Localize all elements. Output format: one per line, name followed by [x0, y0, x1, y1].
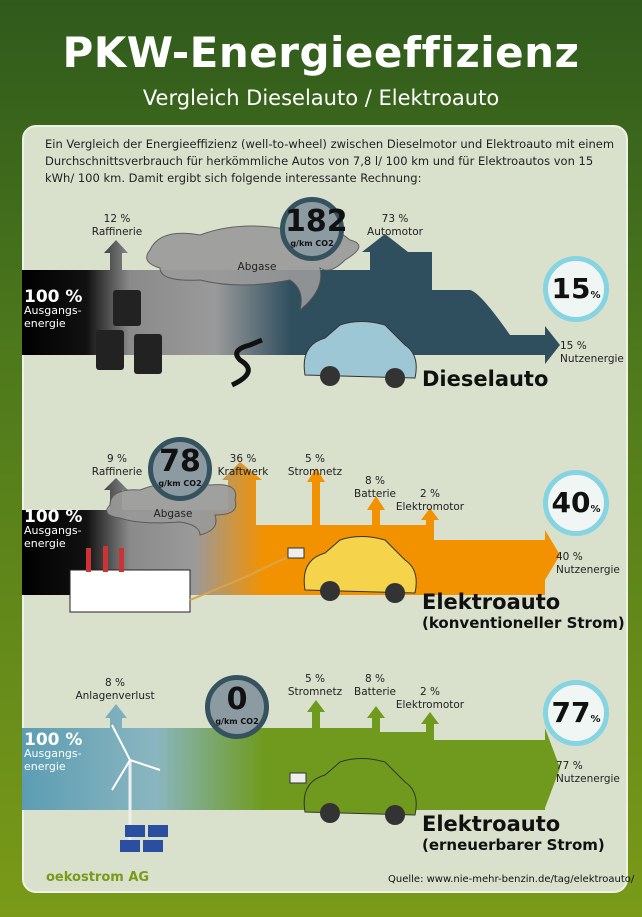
loss-value: 5 % — [305, 673, 325, 685]
end-energy: 40 % Nutzenergie — [556, 551, 620, 577]
co2-value: 182 — [285, 204, 348, 239]
loss-label: Anlagenverlust — [75, 690, 155, 702]
loss-stromnetz: 5 % Stromnetz — [280, 673, 350, 699]
loss-elektromotor: 2 % Elektromotor — [395, 686, 465, 712]
efficiency-unit: % — [590, 714, 601, 725]
loss-label: Raffinerie — [91, 226, 143, 238]
oil-barrels-icon — [96, 290, 162, 374]
loss-label: Elektromotor — [395, 501, 465, 513]
renewable-flow — [22, 700, 560, 852]
loss-label: Automotor — [367, 226, 423, 238]
diesel-energy-band — [22, 234, 560, 364]
end-label: Nutzenergie — [556, 773, 620, 785]
start-energy: 100 % Ausgangs-energie — [24, 287, 83, 331]
efficiency-badge: 77% — [543, 680, 609, 746]
plug-icon — [287, 547, 305, 559]
co2-unit: g/km CO2 — [215, 717, 259, 726]
car-icon — [303, 758, 417, 825]
section-subtitle: (erneuerbarer Strom) — [422, 836, 605, 854]
loss-value: 9 % — [107, 453, 127, 465]
source-link[interactable]: Quelle: www.nie-mehr-benzin.de/tag/elekt… — [388, 874, 635, 885]
start-value: 100 % — [24, 507, 83, 527]
solar-panel-icon — [120, 825, 168, 852]
efficiency-value: 40 — [551, 486, 591, 519]
loss-label: Batterie — [353, 488, 397, 500]
loss-label: Elektromotor — [395, 699, 465, 711]
start-label: Ausgangs-energie — [24, 304, 82, 330]
car-icon — [303, 536, 417, 603]
power-plant-icon — [69, 546, 191, 613]
renewable-energy-band — [22, 700, 560, 810]
start-label: Ausgangs-energie — [24, 747, 82, 773]
loss-value: 8 % — [365, 673, 385, 685]
conventional-flow — [22, 462, 560, 613]
end-label: Nutzenergie — [556, 564, 620, 576]
efficiency-badge: 15% — [543, 256, 609, 322]
page-title: PKW-Energieeffizienz — [62, 28, 580, 77]
loss-batterie: 8 % Batterie — [340, 673, 410, 699]
co2-value: 78 — [159, 444, 201, 479]
section-title: Dieselauto — [422, 367, 549, 391]
end-energy: 77 % Nutzenergie — [556, 760, 620, 786]
end-value: 40 % — [556, 551, 583, 563]
loss-stromnetz: 5 % Stromnetz — [280, 453, 350, 479]
loss-value: 5 % — [305, 453, 325, 465]
section-title: Elektroauto — [422, 590, 561, 614]
loss-automotor: 73 % Automotor — [360, 213, 430, 239]
co2-badge: 182 g/km CO2 — [280, 197, 348, 261]
loss-value: 2 % — [420, 686, 440, 698]
fuel-nozzle-icon — [230, 337, 263, 388]
start-label: Ausgangs-energie — [24, 524, 82, 550]
loss-value: 36 % — [229, 453, 257, 465]
loss-raffinerie: 12 % Raffinerie — [82, 213, 152, 239]
section-subtitle: (konventioneller Strom) — [422, 614, 625, 632]
start-value: 100 % — [24, 287, 83, 307]
start-energy: 100 % Ausgangs-energie — [24, 507, 83, 551]
page-subtitle: Vergleich Dieselauto / Elektroauto — [142, 86, 500, 110]
efficiency-unit: % — [590, 290, 601, 301]
loss-label: Stromnetz — [287, 466, 343, 478]
loss-value: 8 % — [365, 475, 385, 487]
cloud-label: Abgase — [153, 508, 193, 520]
conventional-energy-band — [22, 462, 560, 595]
end-energy: 15 % Nutzenergie — [560, 340, 624, 366]
end-value: 77 % — [556, 760, 583, 772]
end-value: 15 % — [560, 340, 587, 352]
loss-label: Raffinerie — [91, 466, 143, 478]
co2-badge: 78 g/km CO2 — [148, 437, 212, 501]
loss-raffinerie: 9 % Raffinerie — [82, 453, 152, 479]
loss-value: 8 % — [105, 677, 125, 689]
co2-unit: g/km CO2 — [290, 239, 334, 248]
section-title: Elektroauto — [422, 812, 561, 836]
co2-unit: g/km CO2 — [158, 479, 202, 488]
loss-value: 2 % — [420, 488, 440, 500]
plug-icon — [289, 772, 307, 784]
loss-label: Kraftwerk — [217, 466, 269, 478]
loss-kraftwerk: 36 % Kraftwerk — [208, 453, 278, 479]
efficiency-value: 15 — [551, 272, 591, 305]
efficiency-badge: 40% — [543, 470, 609, 536]
end-label: Nutzenergie — [560, 353, 624, 365]
loss-elektromotor: 2 % Elektromotor — [395, 488, 465, 514]
efficiency-value: 77 — [551, 696, 591, 729]
start-value: 100 % — [24, 730, 83, 750]
loss-value: 12 % — [103, 213, 131, 225]
charging-cable-icon — [189, 555, 293, 601]
start-energy: 100 % Ausgangs-energie — [24, 730, 83, 774]
loss-anlagenverlust: 8 % Anlagenverlust — [70, 677, 160, 703]
co2-value: 0 — [226, 682, 248, 717]
efficiency-unit: % — [590, 504, 601, 515]
car-icon — [303, 321, 417, 388]
cloud-label: Abgase — [237, 261, 277, 273]
loss-value: 73 % — [381, 213, 409, 225]
loss-label: Batterie — [353, 686, 397, 698]
loss-label: Stromnetz — [287, 686, 343, 698]
intro-text: Ein Vergleich der Energieeffizienz (well… — [45, 137, 615, 185]
loss-batterie: 8 % Batterie — [340, 475, 410, 501]
co2-badge: 0 g/km CO2 — [205, 675, 269, 739]
company-logo: oekostrom AG — [46, 870, 150, 885]
